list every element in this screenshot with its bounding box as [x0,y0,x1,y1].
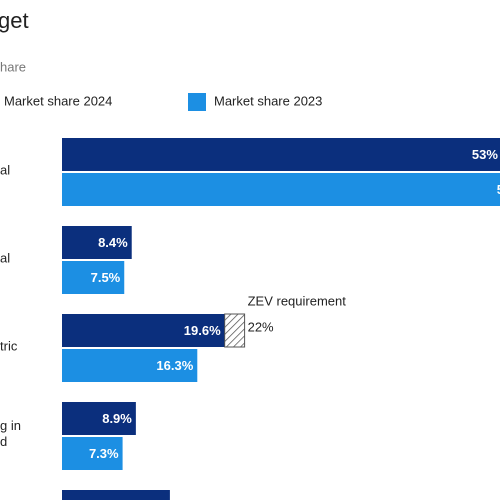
bar [62,349,198,382]
bar [62,226,132,259]
value-label: 7.3% [89,446,119,461]
bar [62,437,123,470]
value-label: 8.9% [102,411,132,426]
value-label: 19.6% [184,323,221,338]
category-label: tric [0,338,18,353]
annotation-label: ZEV requirement [248,293,347,308]
category-label: al [0,250,10,265]
value-label: 16.3% [156,358,193,373]
value-label: 53% [472,147,498,162]
value-label: 7.5% [91,270,121,285]
chart-title: get [0,8,29,33]
value-label: 8.4% [98,235,128,250]
bar [62,314,225,347]
legend-label: Market share 2023 [214,93,322,108]
annotation-value: 22% [248,319,274,334]
annotation-target [224,313,246,348]
category-label: al [0,162,10,177]
bar [62,138,500,171]
bar [62,490,170,500]
bar [62,173,500,206]
category-label: g in d [0,418,21,449]
value-label: 56% [497,182,500,197]
legend-swatch [188,93,206,111]
bar [62,402,136,435]
chart-subtitle: hare [0,59,26,74]
legend-label: Market share 2024 [4,93,112,108]
bar [62,261,125,294]
